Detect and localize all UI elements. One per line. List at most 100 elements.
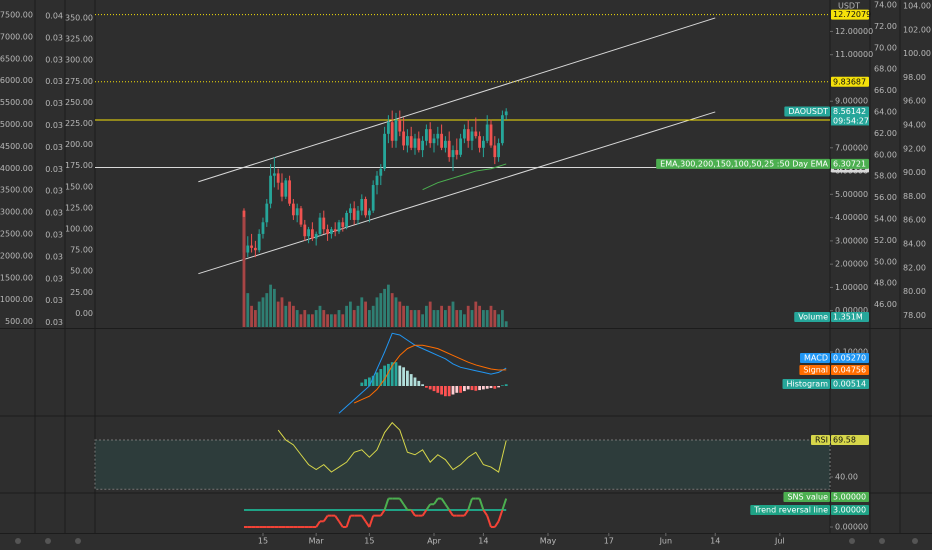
histogram-bar [440,386,443,395]
histogram-bar [459,386,462,393]
x-tick-label: 14 [710,537,720,546]
volume-bar [443,310,447,327]
volume-bar [379,293,383,327]
histogram-bar [398,365,402,387]
volume-bar [447,305,451,327]
y-tick-label: 5.00000 [835,190,868,199]
histogram-bar [447,386,451,397]
toolbar-icon[interactable] [849,538,855,544]
volume-bar [261,297,265,327]
toolbar-icon[interactable] [75,538,81,544]
overlay-scale-label: 0.03 [45,296,63,305]
candle-body [478,136,482,148]
volume-bar [371,305,375,327]
line-segment [315,520,321,528]
y-tick-label: 4.00000 [835,213,868,222]
toolbar-icon[interactable] [912,538,918,544]
volume-bar [356,305,360,327]
name-tag: SNS value [787,493,828,502]
volume-bar [424,305,428,327]
overlay-scale-label: 325.00 [65,35,93,44]
overlay-scale-label: 5500.00 [0,98,33,107]
line-segment [360,515,367,522]
name-tag: Histogram [787,380,829,389]
volume-bar [428,301,432,327]
volume-bar [470,310,474,327]
volume-bar [367,310,371,327]
overlay-scale-label: 0.03 [45,121,63,130]
candle-body [364,198,367,216]
band [94,439,831,490]
candle-body [329,229,333,234]
volume-bar [276,301,280,327]
toolbar-icon[interactable] [45,538,51,544]
histogram-bar [402,367,405,387]
toolbar-icon[interactable] [15,538,21,544]
volume-bar [459,310,462,327]
candle-body [383,133,386,169]
volume-bar [269,284,272,327]
volume-bar [303,310,307,327]
volume-bar [504,321,508,327]
candle-body [402,131,405,146]
overlay-scale-label: 46.00 [874,300,897,309]
overlay-scale-label: 80.00 [903,287,926,296]
overlay-scale-label: 104.00 [903,2,931,11]
volume-bar [253,310,257,327]
overlay-scale-label: 0.03 [45,231,63,240]
y-tick-label: 1.00000 [835,283,868,292]
volume-bar [451,301,455,327]
candle-body [390,122,394,141]
overlay-scale-label: 150.00 [65,182,93,191]
x-tick-label: 14 [478,537,488,546]
overlay-scale-label: 96.00 [903,97,926,106]
y-tick-label: 3.00000 [835,236,868,245]
line-segment [486,515,492,528]
overlay-scale-label: 100.00 [903,49,931,58]
volume-bar [375,297,379,327]
line [422,163,507,191]
candle-body [428,129,432,144]
x-tick-label: Jul [774,537,785,546]
candle-body [288,180,291,204]
name-tag-box [799,365,830,375]
overlay-scale-label: 225.00 [65,119,93,128]
candle-body [504,111,508,116]
candle-body [493,145,497,158]
volume-bar [409,310,413,327]
candle-body [405,136,409,146]
toolbar-icon[interactable] [879,538,885,544]
volume-bar [280,297,284,327]
candle-body [497,143,501,158]
candle-body [413,138,417,148]
candle-body [398,119,402,132]
candle-body [314,233,318,239]
candle-body [337,222,341,232]
volume-bar [299,314,303,327]
overlay-scale-label: 2500.00 [0,230,33,239]
overlay-scale-label: 0.03 [45,187,63,196]
candle-body [371,185,375,211]
overlay-scale-label: 350.00 [65,14,93,23]
volume-bar [463,314,466,327]
line-segment [478,498,485,511]
volume-bar [341,314,345,327]
volume-bar [405,305,409,327]
candle-body [466,129,470,141]
volume-bar [242,216,246,327]
candle-body [482,140,485,148]
histogram-bar [489,386,493,389]
overlay-scale-label: 125.00 [65,203,93,212]
x-tick-label: May [540,537,557,546]
overlay-scale-label: 0.03 [45,252,63,261]
volume-bar [284,305,288,327]
candle-body [375,175,379,186]
overlay-scale-label: 66.00 [874,86,897,95]
volume-bar [485,310,489,327]
countdown-box [831,116,869,126]
candle-body [303,224,307,237]
candle-body [322,217,326,230]
histogram-bar [417,380,421,387]
volume-bar [314,310,318,327]
histogram-bar [463,386,466,392]
